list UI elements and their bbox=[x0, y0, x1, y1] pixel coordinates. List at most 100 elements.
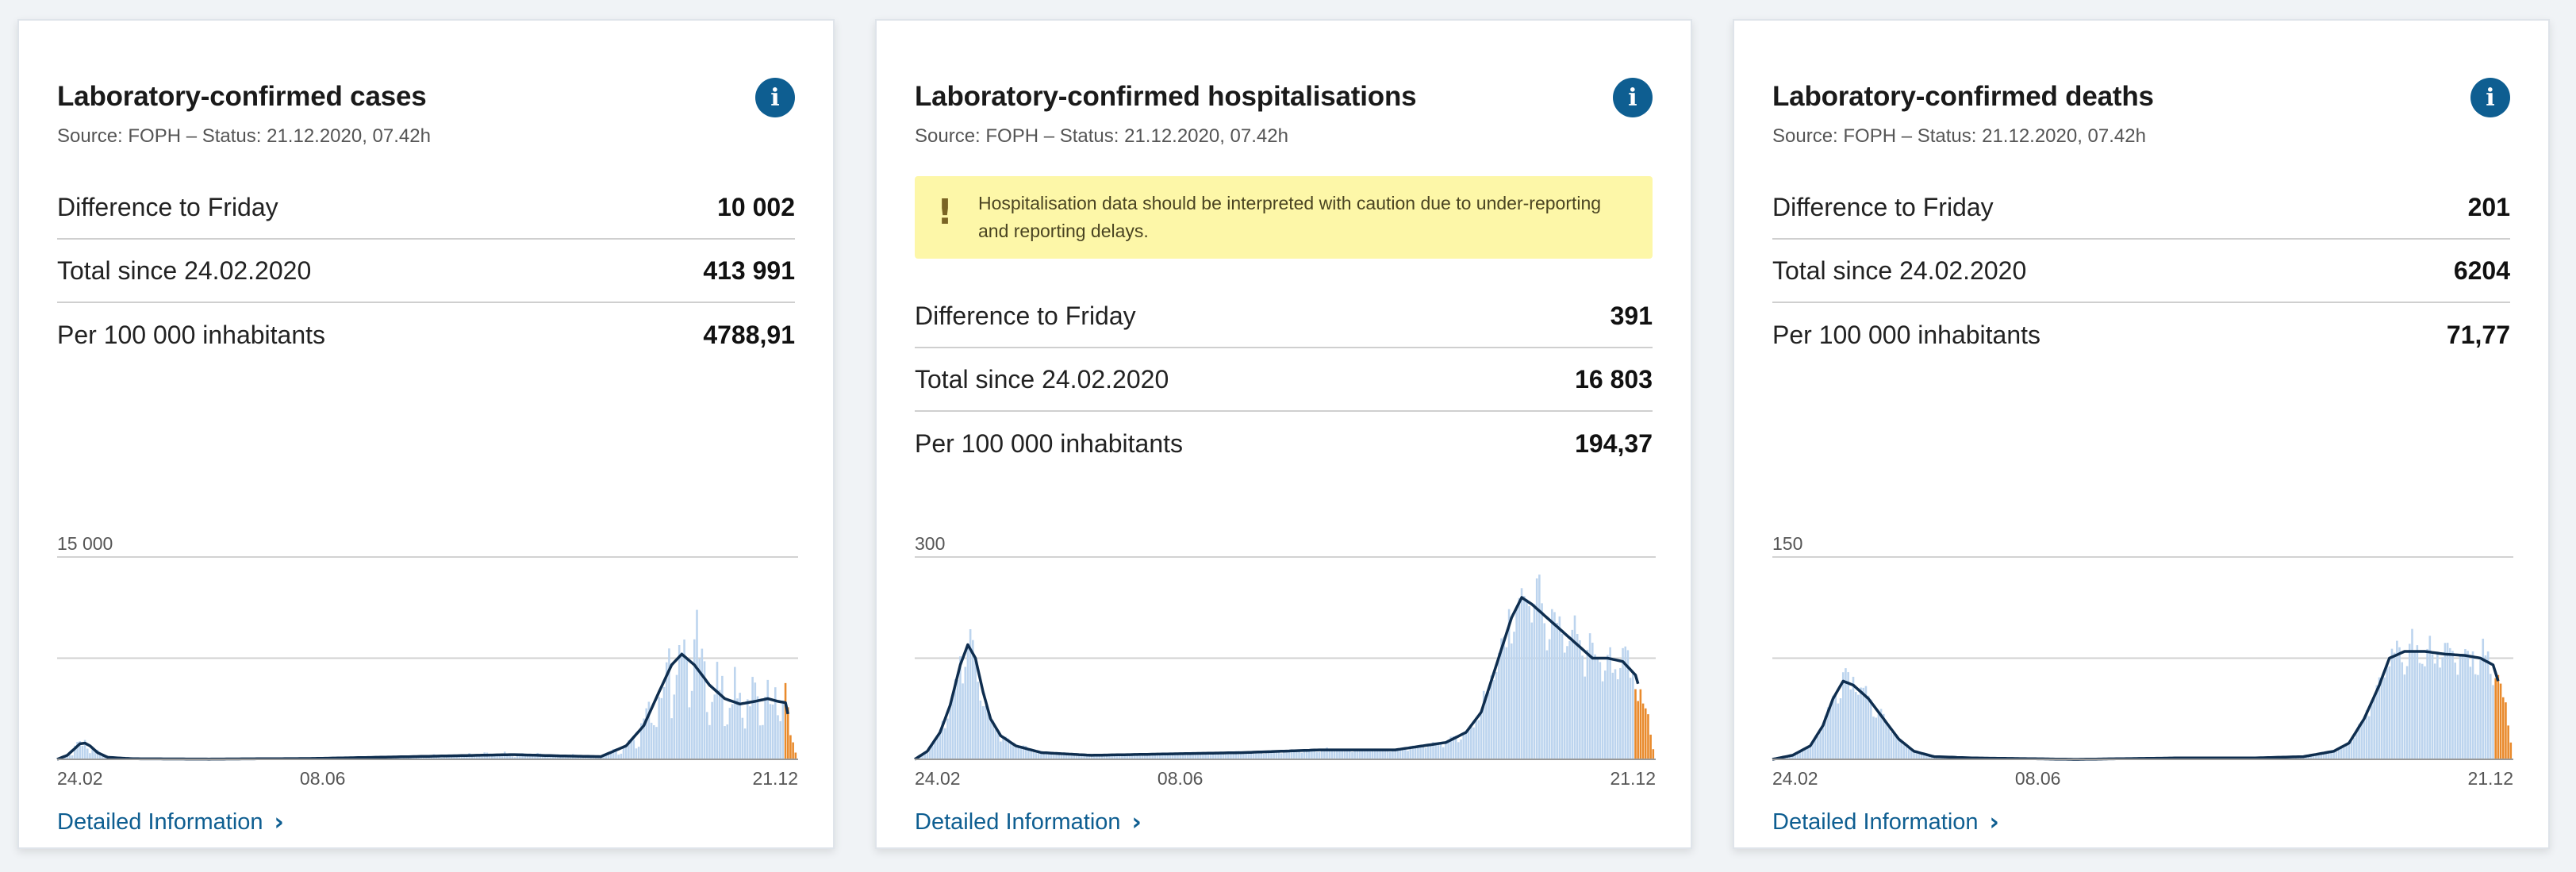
bar bbox=[543, 755, 547, 759]
stat-row-difference: Difference to Friday 10 002 bbox=[57, 176, 795, 240]
bar bbox=[1128, 753, 1131, 759]
bar bbox=[1622, 647, 1624, 759]
chevron-right-icon: › bbox=[274, 809, 284, 836]
bar-recent bbox=[2507, 725, 2509, 759]
bar bbox=[1077, 754, 1081, 759]
bar bbox=[769, 704, 772, 759]
bar-recent bbox=[1649, 734, 1652, 759]
info-icon[interactable]: i bbox=[2470, 78, 2510, 117]
bar bbox=[473, 755, 476, 759]
bar bbox=[2424, 666, 2426, 759]
bar bbox=[1877, 712, 1880, 759]
detailed-information-link[interactable]: Detailed Information › bbox=[915, 809, 1142, 836]
bar bbox=[1417, 746, 1419, 759]
bar bbox=[660, 697, 663, 759]
bar bbox=[1174, 754, 1177, 759]
bar bbox=[728, 708, 731, 759]
info-icon[interactable]: i bbox=[1613, 78, 1653, 117]
bar bbox=[1632, 674, 1634, 759]
bar bbox=[972, 640, 974, 759]
bar bbox=[2464, 649, 2467, 759]
y-axis-max-label: 300 bbox=[915, 533, 945, 554]
bar bbox=[1457, 742, 1460, 759]
bar bbox=[1283, 752, 1285, 759]
bar bbox=[1338, 751, 1341, 759]
bar bbox=[1386, 751, 1389, 759]
bar bbox=[774, 687, 777, 759]
bar bbox=[79, 741, 81, 759]
bar bbox=[1786, 756, 1789, 759]
bar bbox=[1146, 753, 1149, 759]
detailed-information-link[interactable]: Detailed Information › bbox=[1772, 809, 1999, 836]
bar bbox=[1399, 749, 1402, 759]
bar bbox=[1568, 640, 1571, 759]
bar bbox=[1353, 750, 1356, 759]
bar bbox=[609, 751, 612, 759]
bar bbox=[1037, 751, 1040, 759]
info-icon[interactable]: i bbox=[755, 78, 795, 117]
bar bbox=[407, 757, 410, 759]
bar bbox=[1045, 752, 1048, 759]
bar bbox=[1239, 751, 1242, 759]
bar bbox=[2449, 647, 2451, 759]
bar bbox=[739, 693, 741, 759]
bar-recent bbox=[789, 735, 792, 759]
bar bbox=[1791, 755, 1794, 759]
bar bbox=[1819, 732, 1822, 759]
bar bbox=[2390, 648, 2394, 759]
bar bbox=[1470, 725, 1472, 759]
bar bbox=[746, 699, 749, 759]
bar bbox=[1361, 750, 1364, 759]
bar bbox=[1913, 751, 1915, 759]
bar bbox=[1292, 751, 1296, 759]
bar bbox=[1156, 755, 1159, 759]
x-tick-label: 21.12 bbox=[1610, 768, 1656, 789]
cases-chart: 15 000 24.02 08.06 21.12 bbox=[56, 533, 798, 789]
bar bbox=[554, 755, 557, 759]
bar bbox=[766, 679, 770, 759]
bar bbox=[2348, 744, 2351, 759]
bar bbox=[726, 724, 729, 759]
bar bbox=[1138, 755, 1141, 759]
bar bbox=[2378, 677, 2381, 759]
bar bbox=[658, 697, 660, 759]
bar bbox=[1027, 750, 1030, 759]
bar bbox=[1245, 753, 1247, 759]
bar bbox=[458, 756, 461, 759]
bar bbox=[83, 739, 86, 759]
bar bbox=[1426, 744, 1430, 759]
bar bbox=[1541, 603, 1543, 759]
stat-value: 71,77 bbox=[2446, 320, 2510, 349]
bar bbox=[2444, 643, 2447, 759]
bar bbox=[1161, 754, 1164, 759]
detailed-information-link[interactable]: Detailed Information › bbox=[57, 809, 284, 836]
bar bbox=[1522, 596, 1526, 759]
bar bbox=[91, 747, 94, 759]
bar bbox=[1563, 652, 1566, 759]
bar bbox=[89, 753, 91, 759]
bar bbox=[1177, 754, 1179, 759]
stat-label: Difference to Friday bbox=[1772, 192, 1994, 221]
bar bbox=[496, 755, 498, 759]
bar bbox=[1192, 754, 1194, 759]
bar bbox=[506, 754, 509, 759]
bar bbox=[532, 756, 534, 759]
bar bbox=[455, 755, 458, 759]
bar bbox=[1105, 755, 1108, 759]
bar bbox=[1088, 755, 1091, 759]
card-title: Laboratory-confirmed hospitalisations bbox=[915, 81, 1417, 112]
bar bbox=[1424, 747, 1427, 759]
bar bbox=[1543, 623, 1546, 759]
bar bbox=[1566, 646, 1568, 759]
bar bbox=[1111, 755, 1113, 759]
bar bbox=[1890, 732, 1893, 759]
bar bbox=[2360, 724, 2363, 759]
bar bbox=[1320, 749, 1323, 759]
bar bbox=[1396, 748, 1399, 759]
bar bbox=[1250, 751, 1253, 759]
bar bbox=[1558, 616, 1561, 759]
bar bbox=[1047, 752, 1050, 759]
bar bbox=[1379, 750, 1381, 759]
bar bbox=[1336, 751, 1338, 759]
bar bbox=[1918, 751, 1921, 759]
